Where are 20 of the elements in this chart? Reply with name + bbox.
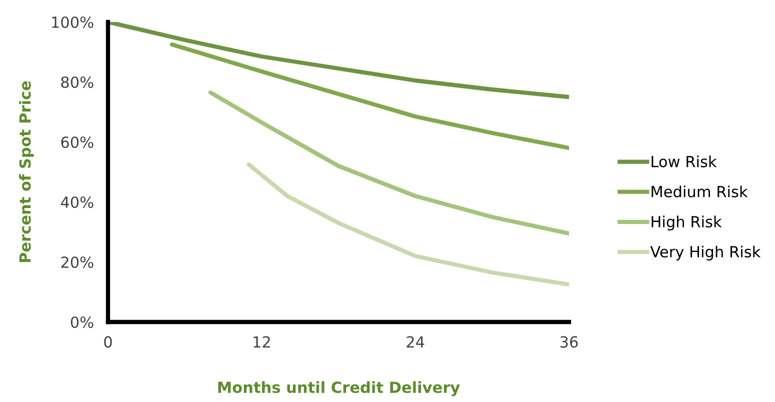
legend-label: High Risk [652, 216, 722, 230]
x-tick-label: 36 [560, 336, 578, 348]
y-tick-label: 100% [52, 16, 94, 28]
legend-label: Very High Risk [650, 246, 761, 260]
y-tick-label: 40% [60, 196, 94, 208]
y-tick-label: 60% [61, 136, 94, 148]
line-series [108, 22, 569, 100]
x-tick-label: 0 [104, 336, 112, 348]
x-tick-label: 24 [406, 336, 424, 348]
legend-label: Medium Risk [652, 186, 748, 198]
line-series [246, 162, 569, 287]
y-tick-label: 0% [70, 316, 94, 328]
y-tick-label: 20% [61, 256, 94, 268]
x-tick-label: 12 [254, 336, 270, 348]
line-series [208, 90, 569, 236]
line-series [170, 42, 569, 150]
x-axis-title: Months until Credit Delivery [218, 381, 460, 396]
legend-label: Low Risk [652, 156, 717, 168]
y-axis-title: Percent of Spot Price [18, 81, 34, 262]
y-tick-label: 80% [61, 76, 94, 88]
